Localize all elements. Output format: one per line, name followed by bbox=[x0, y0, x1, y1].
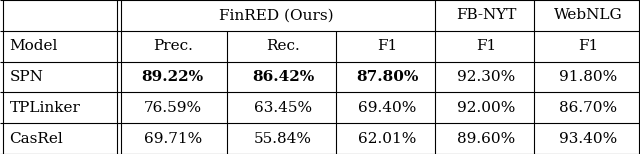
Text: Prec.: Prec. bbox=[153, 39, 193, 53]
Text: 89.60%: 89.60% bbox=[457, 132, 516, 146]
Text: CasRel: CasRel bbox=[10, 132, 63, 146]
Text: 87.80%: 87.80% bbox=[356, 70, 419, 84]
Text: FB-NYT: FB-NYT bbox=[456, 8, 516, 22]
Text: FinRED (Ours): FinRED (Ours) bbox=[220, 8, 334, 22]
Text: WebNLG: WebNLG bbox=[554, 8, 623, 22]
Text: 69.40%: 69.40% bbox=[358, 101, 417, 115]
Text: 92.00%: 92.00% bbox=[457, 101, 516, 115]
Text: 76.59%: 76.59% bbox=[144, 101, 202, 115]
Text: SPN: SPN bbox=[10, 70, 44, 84]
Text: F1: F1 bbox=[476, 39, 497, 53]
Text: 86.70%: 86.70% bbox=[559, 101, 617, 115]
Text: 63.45%: 63.45% bbox=[254, 101, 312, 115]
Text: TPLinker: TPLinker bbox=[10, 101, 81, 115]
Text: 55.84%: 55.84% bbox=[254, 132, 312, 146]
Text: Model: Model bbox=[10, 39, 58, 53]
Text: 91.80%: 91.80% bbox=[559, 70, 618, 84]
Text: 62.01%: 62.01% bbox=[358, 132, 417, 146]
Text: 92.30%: 92.30% bbox=[457, 70, 516, 84]
Text: F1: F1 bbox=[578, 39, 598, 53]
Text: 93.40%: 93.40% bbox=[559, 132, 618, 146]
Text: 69.71%: 69.71% bbox=[143, 132, 202, 146]
Text: F1: F1 bbox=[377, 39, 397, 53]
Text: 86.42%: 86.42% bbox=[252, 70, 314, 84]
Text: 89.22%: 89.22% bbox=[141, 70, 204, 84]
Text: Rec.: Rec. bbox=[266, 39, 300, 53]
